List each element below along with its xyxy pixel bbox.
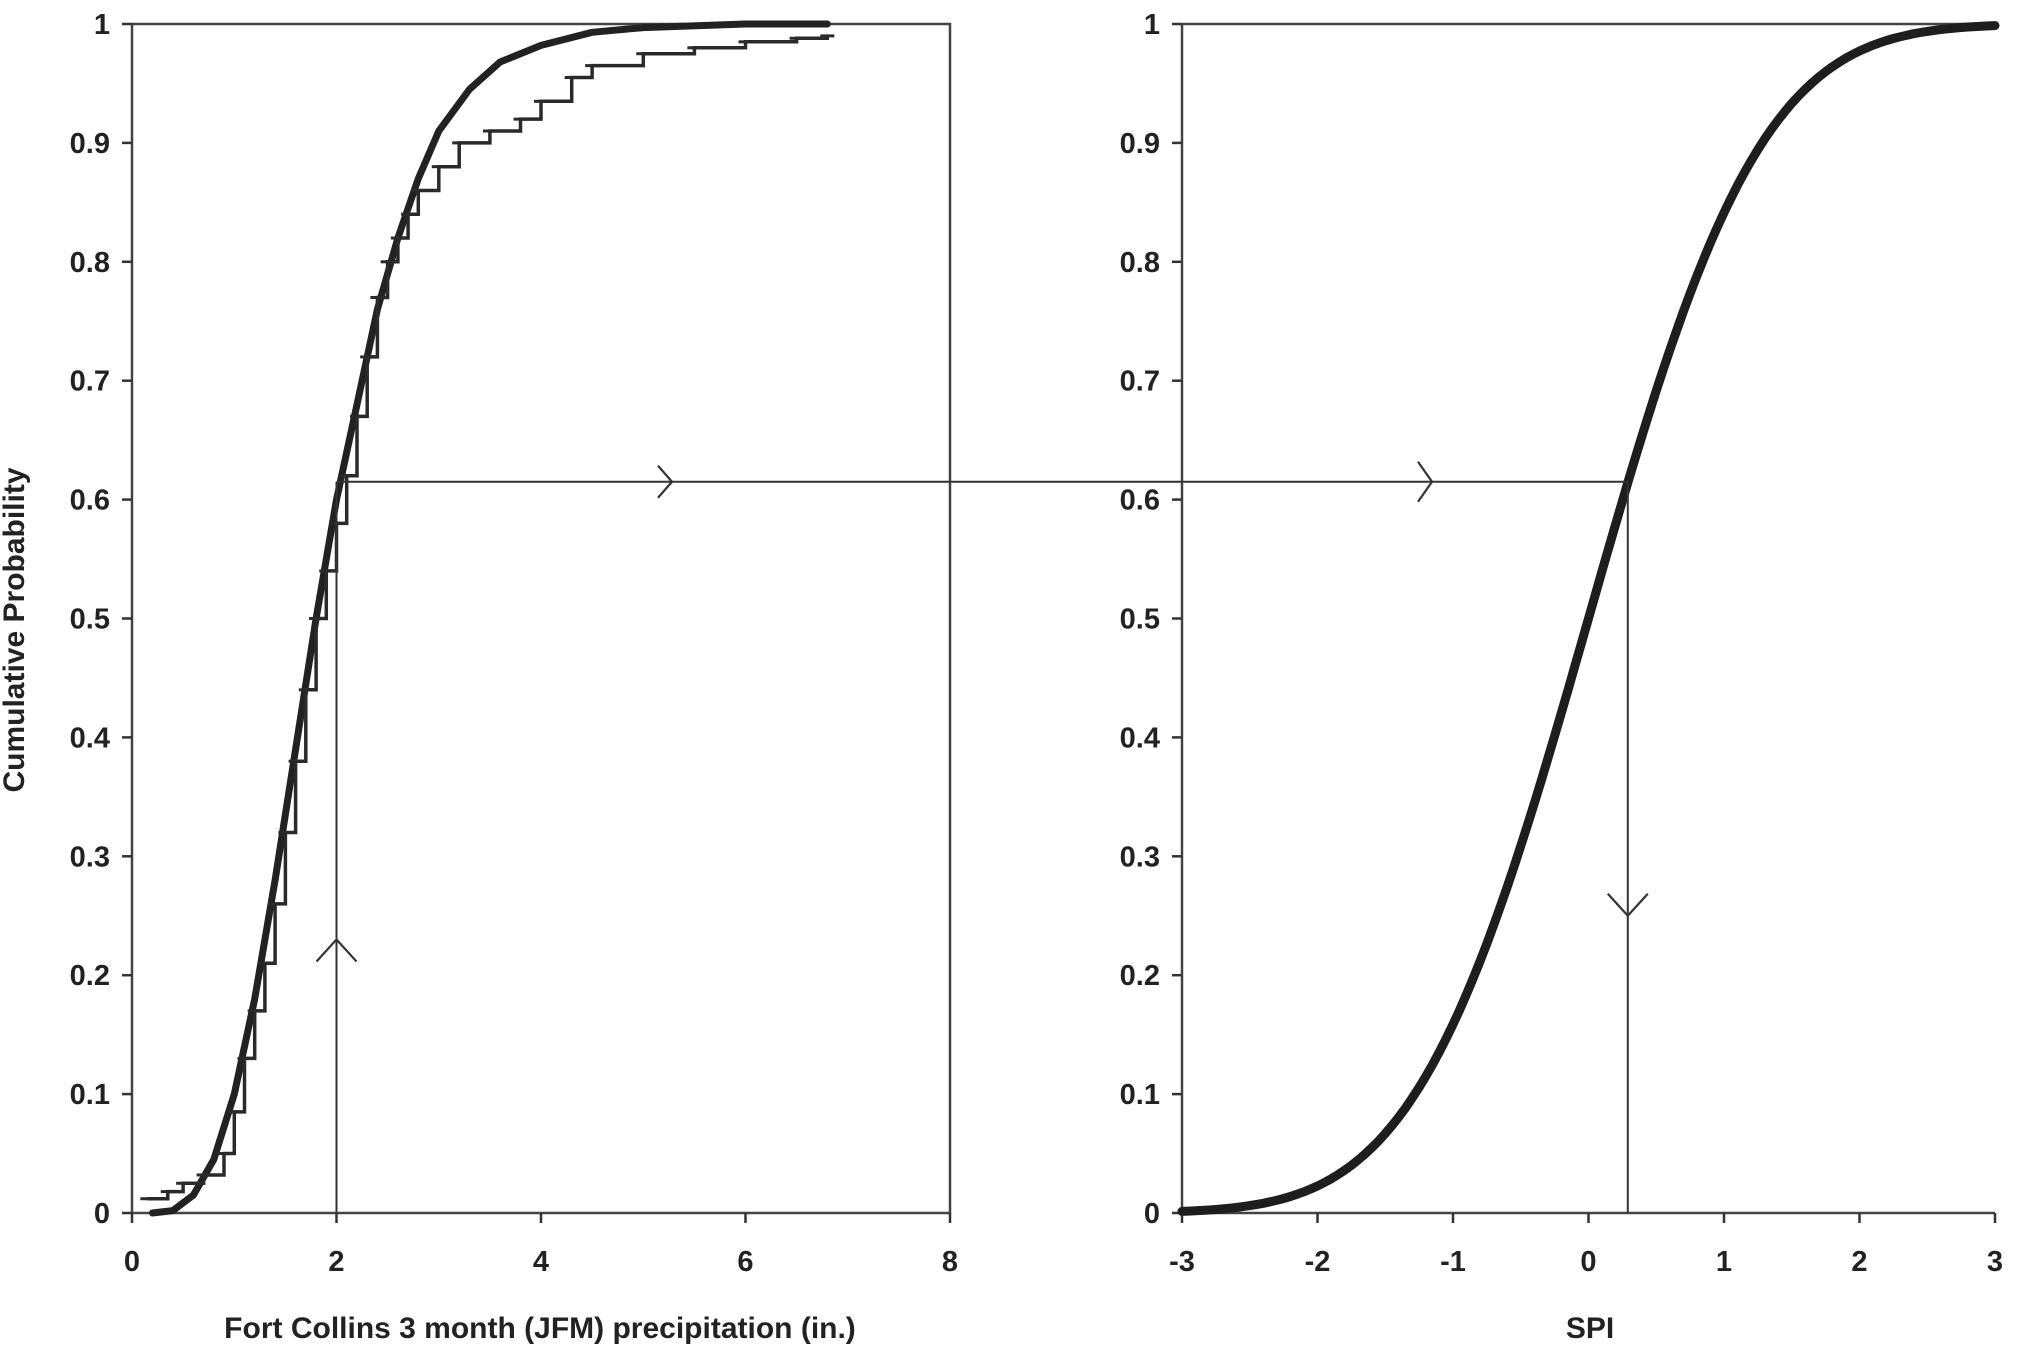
probability-mapping-line (336, 461, 1628, 503)
left-y-tick-label: 0.1 (70, 1079, 110, 1111)
down-arrow-head (1606, 893, 1649, 918)
right-x-tick-label: 2 (1851, 1246, 1867, 1278)
right-x-tick-label: -2 (1305, 1246, 1331, 1278)
left-y-tick-label: 0.5 (70, 604, 110, 636)
left-y-tick-label: 0.3 (70, 841, 110, 873)
left-y-tick-label: 0.2 (70, 960, 110, 992)
right-y-tick-label: 0.6 (1120, 485, 1160, 517)
left-x-tick-label: 8 (942, 1246, 958, 1278)
right-x-tick-label: -3 (1169, 1246, 1195, 1278)
left-y-tick-label: 0.4 (70, 722, 110, 754)
left-x-tick-label: 4 (533, 1246, 549, 1278)
right-arrow-head (657, 465, 674, 499)
y-axis-title: Cumulative Probability (0, 467, 31, 792)
left-y-tick-label: 0.9 (70, 128, 110, 160)
right-y-tick-label: 0.4 (1120, 722, 1160, 754)
right-x-tick-label: 0 (1580, 1246, 1596, 1278)
right-x-tick-label: 1 (1716, 1246, 1732, 1278)
right-y-tick-label: 0 (1144, 1198, 1160, 1230)
right-y-tick-label: 0.1 (1120, 1079, 1160, 1111)
right-x-axis-title: SPI (1566, 1312, 1614, 1345)
right-y-tick-label: 0.9 (1120, 128, 1160, 160)
precipitation-cdf-panel: 0 0.1 0.2 0.3 0.4 0.5 0.6 0.7 0.8 0.9 1 0 2 4 6 8 (70, 9, 958, 1278)
right-x-tick-label: -1 (1440, 1246, 1466, 1278)
left-y-tick-label: 0 (94, 1198, 110, 1230)
left-y-tick-label: 1 (94, 9, 110, 41)
right-y-tick-label: 0.2 (1120, 960, 1160, 992)
right-y-tick-label: 0.5 (1120, 604, 1160, 636)
left-x-axis-title: Fort Collins 3 month (JFM) precipitation… (224, 1312, 856, 1345)
left-y-tick-label: 0.7 (70, 366, 110, 398)
right-x-tick-label: 3 (1987, 1246, 2003, 1278)
left-x-tick-label: 6 (737, 1246, 753, 1278)
left-x-tick-label: 0 (124, 1246, 140, 1278)
right-y-tick-label: 0.3 (1120, 841, 1160, 873)
left-y-tick-label: 0.6 (70, 485, 110, 517)
right-arrow-head (1417, 461, 1434, 503)
right-y-tick-label: 0.8 (1120, 247, 1160, 279)
up-arrow-head (315, 937, 358, 963)
left-y-tick-label: 0.8 (70, 247, 110, 279)
right-y-tick-label: 0.7 (1120, 366, 1160, 398)
spi-cdf-line (1177, 21, 2000, 1216)
left-x-tick-label: 2 (328, 1246, 344, 1278)
spi-cdf-panel: 0 0.1 0.2 0.3 0.4 0.5 0.6 0.7 0.8 0.9 1 -3 -2 -1 0 1 2 3 (1120, 9, 2003, 1278)
right-y-tick-label: 1 (1144, 9, 1160, 41)
